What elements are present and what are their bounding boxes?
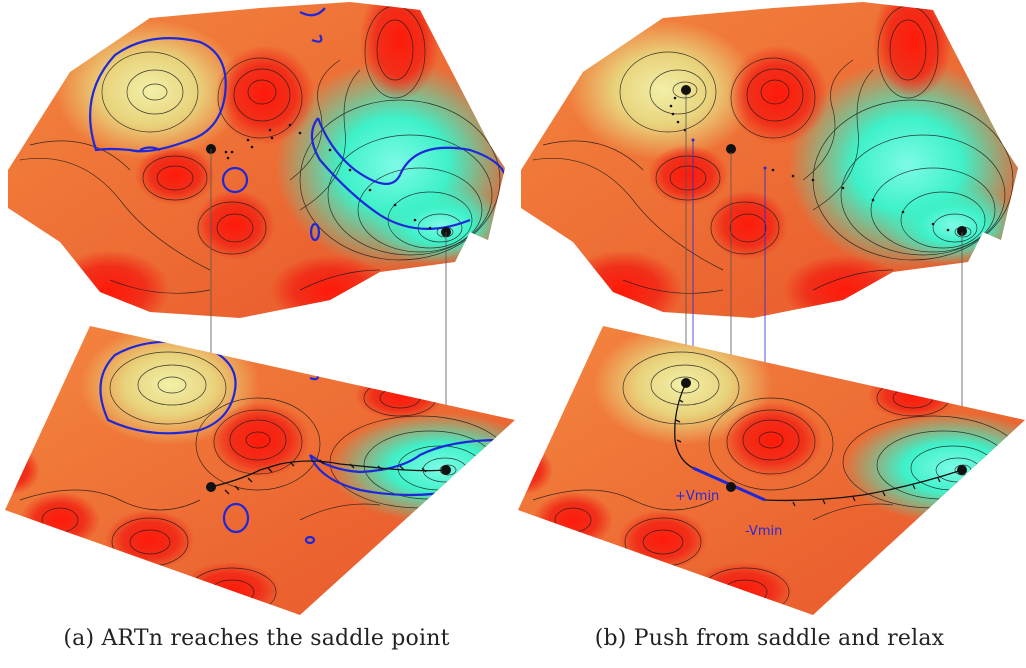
plus-vmin-label: +Vmin <box>675 489 719 504</box>
surface-2d <box>5 326 515 615</box>
minimum-point-2d <box>441 465 451 475</box>
minus-vmin-label: -Vmin <box>745 524 782 539</box>
panel-b: +Vmin -Vmin (b) Push from saddle and rel… <box>513 0 1026 668</box>
panel-b-figure: +Vmin -Vmin <box>518 2 1025 615</box>
panel-a-figure <box>5 2 515 615</box>
surface-3d <box>521 2 1018 318</box>
artn-path-2d <box>210 459 447 495</box>
caption-a: (a) ARTn reaches the saddle point <box>63 626 450 651</box>
saddle-point-3d <box>726 144 736 154</box>
caption-b: (b) Push from saddle and relax <box>594 626 945 651</box>
relax-path-3d <box>669 85 967 236</box>
minimum-point-3d <box>957 226 967 236</box>
new-minimum-point-2d <box>681 378 691 388</box>
minimum-point-2d <box>957 465 967 475</box>
relax-path-2d <box>674 382 963 507</box>
new-minimum-point-3d <box>681 85 691 95</box>
surface-3d <box>8 2 505 318</box>
panel-a: (a) ARTn reaches the saddle point <box>5 2 515 651</box>
surface-2d <box>518 326 1025 615</box>
saddle-point-2d <box>726 482 736 492</box>
saddle-point-2d <box>206 482 216 492</box>
